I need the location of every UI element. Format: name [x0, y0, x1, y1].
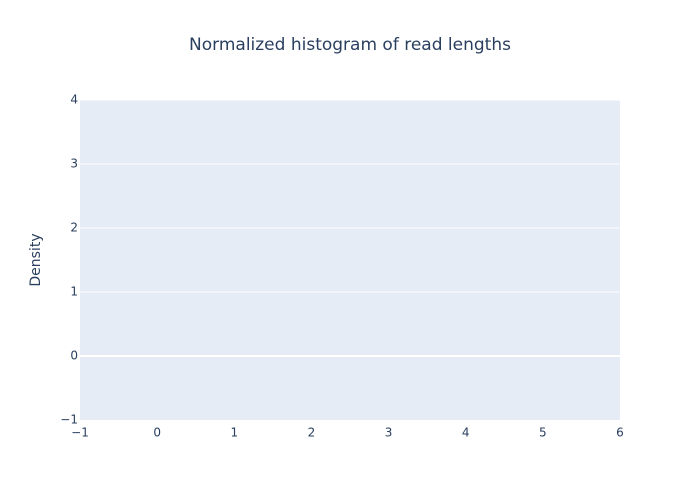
y-tick-label: 2 — [70, 221, 78, 235]
x-tick-label: 2 — [308, 426, 316, 440]
chart-title: Normalized histogram of read lengths — [189, 35, 511, 55]
x-tick-label: 6 — [616, 426, 624, 440]
y-tick-label: −1 — [60, 413, 78, 427]
y-tick-label: 1 — [70, 285, 78, 299]
x-tick-label: 5 — [539, 426, 547, 440]
x-tick-label: 4 — [462, 426, 470, 440]
plot-area — [80, 100, 620, 420]
y-tick-label: 3 — [70, 157, 78, 171]
y-axis-title: Density — [28, 233, 44, 286]
y-tick-label: 4 — [70, 93, 78, 107]
y-axis-ticks: −1 0 1 2 3 4 — [60, 93, 78, 427]
y-tick-label: 0 — [70, 349, 78, 363]
x-tick-label: 3 — [385, 426, 393, 440]
x-tick-label: −1 — [71, 426, 89, 440]
x-tick-label: 0 — [153, 426, 161, 440]
x-axis-ticks: −1 0 1 2 3 4 5 6 — [71, 426, 624, 440]
gridlines — [80, 99, 620, 357]
x-tick-label: 1 — [230, 426, 238, 440]
